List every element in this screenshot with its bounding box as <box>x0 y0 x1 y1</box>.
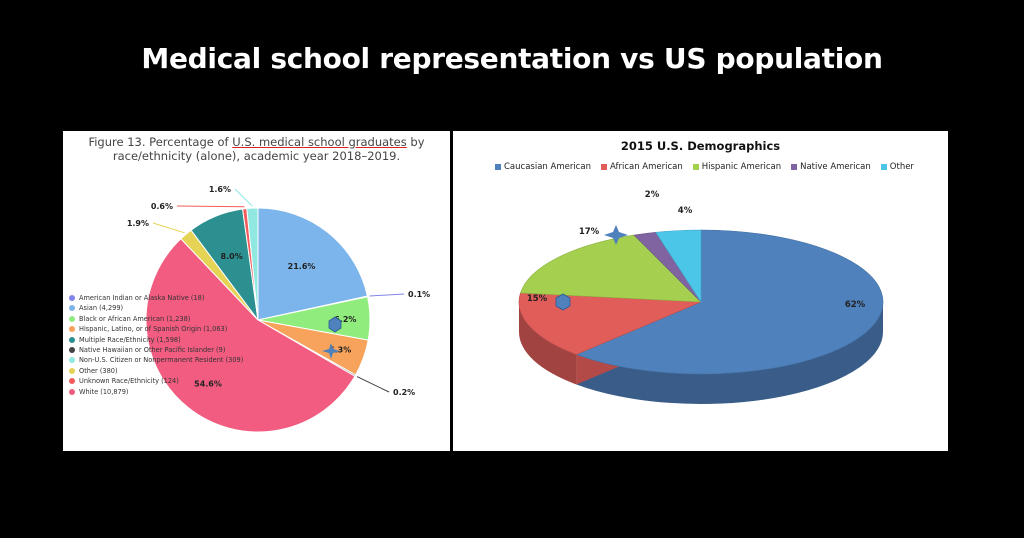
legend-item[interactable]: Native Hawaiian or Other Pacific Islande… <box>69 345 243 355</box>
legend-item[interactable]: Multiple Race/Ethnicity (1,598) <box>69 335 243 345</box>
figure-caption: Figure 13. Percentage of U.S. medical sc… <box>63 135 450 163</box>
legend-dot-icon <box>69 388 75 395</box>
slice-label: 0.2% <box>393 388 415 397</box>
legend-item[interactable]: Non-U.S. Citizen or Nonpermanent Residen… <box>69 355 243 365</box>
slice-white-10-879[interactable] <box>145 238 356 433</box>
legend-label: Asian (4,299) <box>79 304 124 313</box>
slice-label: 1.9% <box>127 219 149 228</box>
legend-swatch-icon <box>495 163 501 170</box>
leader-line <box>369 293 405 297</box>
legend-swatch-icon <box>600 163 607 170</box>
legend-dot-icon <box>69 305 75 312</box>
leader-line <box>176 205 245 208</box>
legend-label: White (10,879) <box>79 387 129 396</box>
legend-label: Native American <box>800 162 871 172</box>
legend-label: Non-U.S. Citizen or Nonpermanent Residen… <box>79 356 244 365</box>
legend-item[interactable]: American Indian or Alaska Native (18) <box>69 293 243 303</box>
legend-item[interactable]: Native American <box>791 162 871 172</box>
legend-swatch-icon <box>880 163 887 170</box>
hexagon-marker-icon <box>328 316 342 333</box>
legend-label: American Indian or Alaska Native (18) <box>79 294 205 302</box>
medical-graduates-pie: 21.6% 0.1% 6.2% 5.3% 0.2% 54.6% 1.9% 8.0% 0.6% 1.… <box>127 185 430 433</box>
slice-label: 21.6% <box>288 262 316 271</box>
leader-line <box>234 188 253 207</box>
legend-label: Black or African American (1,238) <box>79 314 191 323</box>
caption-suffix: by <box>406 135 425 149</box>
legend-dot-icon <box>69 295 75 301</box>
slice-non-u-s-citizen-or-nonpermanent-resident-309[interactable] <box>246 207 259 321</box>
slice-label: 5.3% <box>329 346 351 355</box>
slice-other[interactable] <box>655 229 702 304</box>
legend-dot-icon <box>69 326 75 333</box>
legend-item[interactable]: Hispanic, Latino, or of Spanish Origin (… <box>69 324 243 334</box>
right-legend: Caucasian American African American Hispan… <box>495 162 924 172</box>
slice-label: 17% <box>579 227 600 237</box>
slice-label: 2% <box>645 190 660 200</box>
star-marker-icon <box>322 343 340 359</box>
legend-label: Other <box>889 162 914 172</box>
legend-item[interactable]: Asian (4,299) <box>69 303 243 313</box>
legend-item[interactable]: Other <box>880 162 914 172</box>
medical-graduates-chart-panel: Figure 13. Percentage of U.S. medical sc… <box>63 131 450 451</box>
leader-line <box>356 376 390 393</box>
legend-dot-icon <box>69 336 75 343</box>
legend-label: Other (380) <box>79 366 118 375</box>
slice-label: 54.6% <box>194 379 222 388</box>
legend-dot-icon <box>69 315 75 322</box>
slice-side-african-american <box>519 302 577 385</box>
caption-link[interactable]: U.S. medical school graduates <box>232 135 407 149</box>
slice-label: 62% <box>845 300 866 310</box>
slice-asian-4-299[interactable] <box>257 207 369 321</box>
legend-item[interactable]: Caucasian American <box>495 162 591 172</box>
slice-side-caucasian-american <box>576 302 884 404</box>
legend-swatch-icon <box>692 163 699 170</box>
legend-label: Unknown Race/Ethnicity (124) <box>79 377 179 386</box>
slice-label: 1.6% <box>209 185 231 194</box>
legend-dot-icon <box>69 378 75 385</box>
page-title: Medical school representation vs US popu… <box>141 42 883 75</box>
slice-label: 6.2% <box>334 315 356 324</box>
slice-caucasian-american[interactable] <box>575 229 884 375</box>
legend-label: Multiple Race/Ethnicity (1,598) <box>79 335 181 344</box>
legend-item[interactable]: Hispanic American <box>692 162 782 172</box>
legend-dot-icon <box>69 357 75 364</box>
us-demographics-pie: 62% 15% 17% 2% 4% <box>518 190 884 404</box>
slice-label: 4% <box>678 206 693 216</box>
legend-label: Hispanic, Latino, or of Spanish Origin (… <box>79 325 228 334</box>
legend-dot-icon <box>69 346 75 353</box>
hexagon-marker-icon <box>555 293 571 311</box>
slice-label: 0.1% <box>408 290 430 299</box>
legend-item[interactable]: Other (380) <box>69 366 243 376</box>
legend-dot-icon <box>69 367 75 374</box>
legend-item[interactable]: African American <box>600 162 683 172</box>
us-demographics-chart-panel: 2015 U.S. Demographics Caucasian America… <box>453 131 948 451</box>
legend-swatch-icon <box>791 163 798 170</box>
slice-label: 8.0% <box>221 252 243 261</box>
legend-item[interactable]: White (10,879) <box>69 387 243 397</box>
legend-item[interactable]: Unknown Race/Ethnicity (124) <box>69 376 243 386</box>
legend-label: Native Hawaiian or Other Pacific Islande… <box>79 345 226 354</box>
demographics-title: 2015 U.S. Demographics <box>620 139 781 153</box>
legend-item[interactable]: Black or African American (1,238) <box>69 314 243 324</box>
leader-line <box>152 222 185 234</box>
legend-label: Caucasian American <box>504 162 591 172</box>
legend-label: African American <box>609 162 683 172</box>
caption-prefix: Figure 13. Percentage of <box>88 135 233 149</box>
slice-label: 15% <box>527 294 548 304</box>
legend-label: Hispanic American <box>701 162 782 172</box>
slice-label: 0.6% <box>151 202 173 211</box>
left-legend: American Indian or Alaska Native (18) Asi… <box>69 293 243 397</box>
star-marker-icon <box>604 225 628 245</box>
panel-divider <box>450 131 453 451</box>
caption-line2: race/ethnicity (alone), academic year 20… <box>112 149 401 163</box>
